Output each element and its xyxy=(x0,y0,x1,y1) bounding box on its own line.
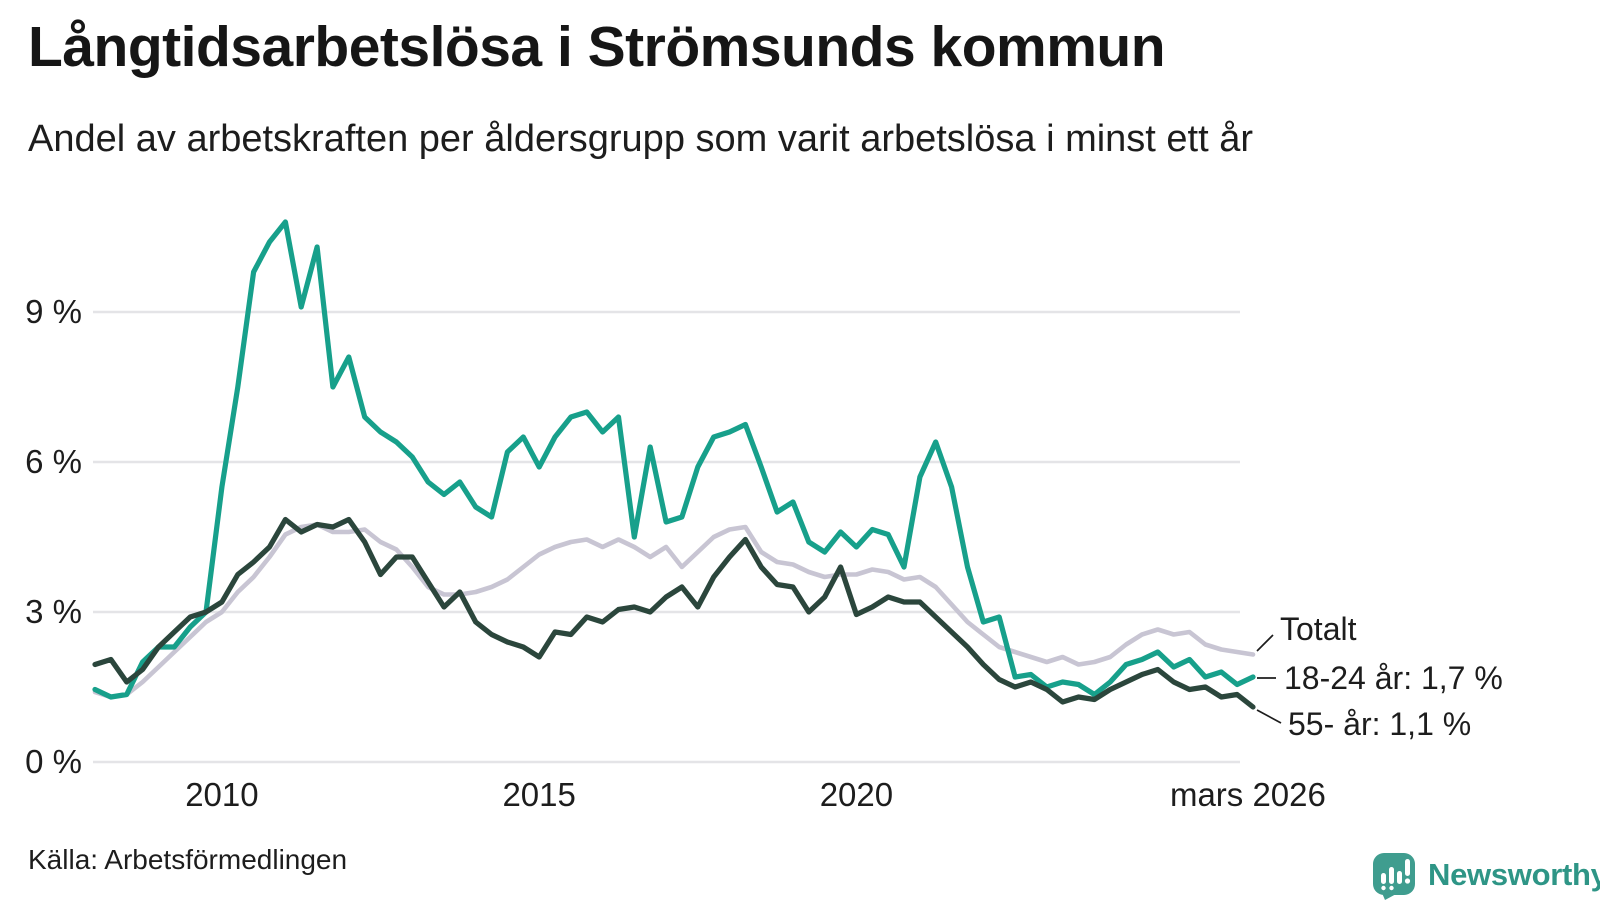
series-line-18-24-r xyxy=(92,219,1256,700)
callout-line-55 xyxy=(1256,709,1282,724)
series-lines xyxy=(92,219,1256,710)
y-axis-tick-labels: 9 % 6 % 3 % 0 % xyxy=(25,293,82,780)
source-note: Källa: Arbetsförmedlingen xyxy=(28,844,348,875)
newsworthy-logo[interactable]: Newsworthy xyxy=(1372,850,1600,900)
callout-line-totalt xyxy=(1256,634,1274,652)
newsworthy-logo-text: Newsworthy xyxy=(1428,857,1600,892)
newsworthy-logo-icon xyxy=(1373,853,1415,900)
gridlines xyxy=(93,310,1240,764)
y-tick-label: 3 % xyxy=(25,593,82,630)
end-label-callouts xyxy=(1256,634,1282,724)
y-tick-label: 6 % xyxy=(25,443,82,480)
end-label-totalt: Totalt xyxy=(1280,611,1357,647)
series-line-totalt xyxy=(92,522,1256,700)
x-tick-label: 2020 xyxy=(820,776,893,813)
chart-subtitle: Andel av arbetskraften per åldersgrupp s… xyxy=(28,118,1254,160)
x-axis-tick-labels: 2010 2015 2020 mars 2026 xyxy=(185,776,1326,813)
y-tick-label: 0 % xyxy=(25,743,82,780)
x-tick-label: 2015 xyxy=(502,776,575,813)
series-line-55-r xyxy=(92,516,1256,710)
y-tick-label: 9 % xyxy=(25,293,82,330)
x-tick-label: mars 2026 xyxy=(1170,776,1326,813)
chart-title: Långtidsarbetslösa i Strömsunds kommun xyxy=(28,15,1166,79)
end-label-18-24: 18-24 år: 1,7 % xyxy=(1284,660,1503,696)
x-tick-label: 2010 xyxy=(185,776,258,813)
end-label-55: 55- år: 1,1 % xyxy=(1288,706,1472,742)
